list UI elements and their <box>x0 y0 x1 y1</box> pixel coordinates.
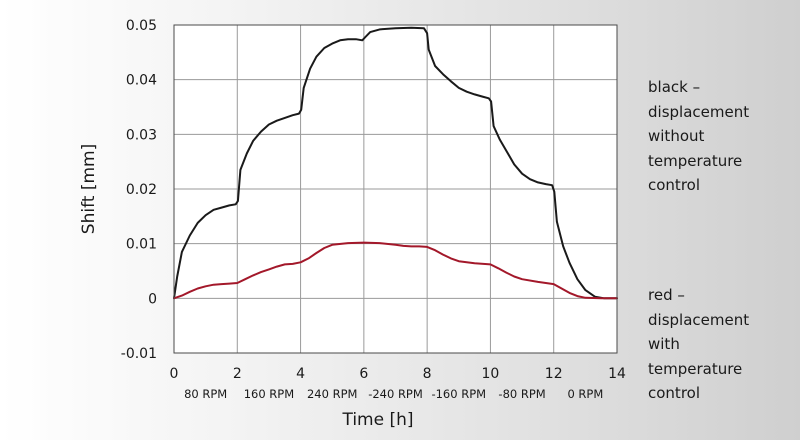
plot-frame <box>173 24 618 354</box>
series-lines <box>173 26 618 300</box>
y-tick-label: 0 <box>148 291 157 307</box>
x-ticks: 0 2 4 6 8 10 12 14 <box>170 366 626 382</box>
x-tick-label: 2 <box>233 366 242 382</box>
x-tick-label: 0 <box>170 366 179 382</box>
series-line-black <box>173 26 618 300</box>
rpm-label: 160 RPM <box>244 387 294 401</box>
rpm-label: 240 RPM <box>307 387 357 401</box>
rpm-label: -240 RPM <box>368 387 423 401</box>
y-ticks: 0.05 0.04 0.03 0.02 0.01 0 -0.01 <box>121 18 157 362</box>
x-tick-label: 14 <box>608 366 626 382</box>
rpm-label: 80 RPM <box>184 387 227 401</box>
y-axis-title: Shift [mm] <box>79 144 99 234</box>
rpm-labels: 80 RPM 160 RPM 240 RPM -240 RPM -160 RPM -80 … <box>184 387 603 401</box>
legend-black: black – displacement without temperature… <box>648 78 750 194</box>
legend-red: red – displacement with temperature cont… <box>648 286 750 402</box>
y-tick-label: 0.03 <box>126 127 157 143</box>
rpm-label: -160 RPM <box>431 387 486 401</box>
y-tick-label: 0.04 <box>126 73 157 89</box>
x-tick-label: 10 <box>482 366 500 382</box>
x-tick-label: 4 <box>296 366 305 382</box>
series-line-red <box>173 241 618 300</box>
y-tick-label: -0.01 <box>121 346 157 362</box>
rpm-label: 0 RPM <box>567 387 603 401</box>
y-tick-label: 0.05 <box>126 18 157 34</box>
y-tick-label: 0.01 <box>126 237 157 253</box>
x-tick-label: 8 <box>423 366 432 382</box>
y-tick-label: 0.02 <box>126 182 157 198</box>
x-tick-label: 6 <box>359 366 368 382</box>
x-tick-label: 12 <box>545 366 563 382</box>
x-axis-title: Time [h] <box>341 410 413 430</box>
rpm-label: -80 RPM <box>498 387 545 401</box>
